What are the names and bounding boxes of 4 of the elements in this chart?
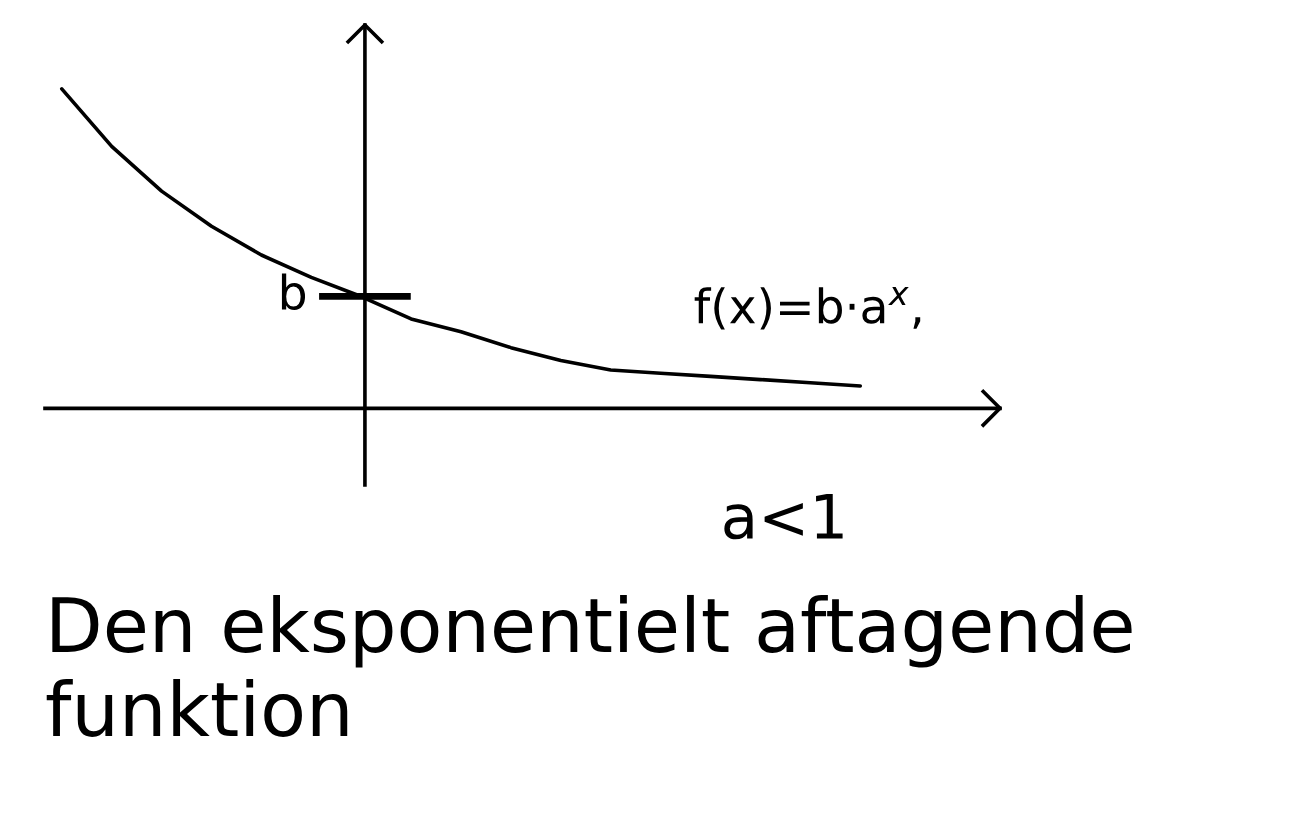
text: a<1 [724, 493, 843, 540]
series-label: f(x)=b·a$^{x}$, [694, 287, 921, 330]
text: Den eksponentielt aftagende funktion [46, 594, 1132, 737]
annotation: b [281, 273, 306, 311]
